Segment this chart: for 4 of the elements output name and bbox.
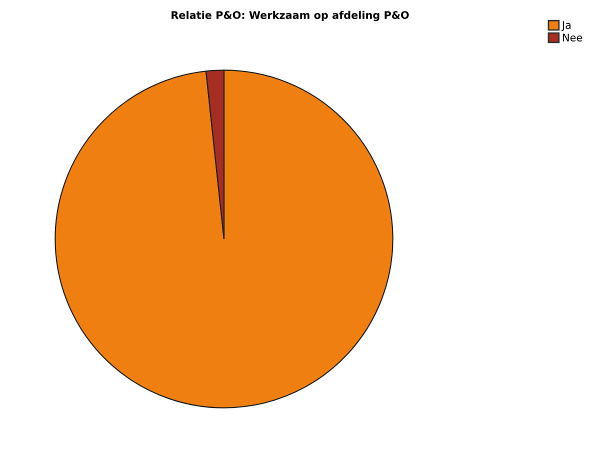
- legend-label: Nee: [563, 34, 582, 42]
- pie-slice: [54, 70, 394, 408]
- chart-title: Relatie P&O: Werkzaam op afdeling P&O: [172, 10, 409, 22]
- legend-label: Ja: [561, 21, 571, 31]
